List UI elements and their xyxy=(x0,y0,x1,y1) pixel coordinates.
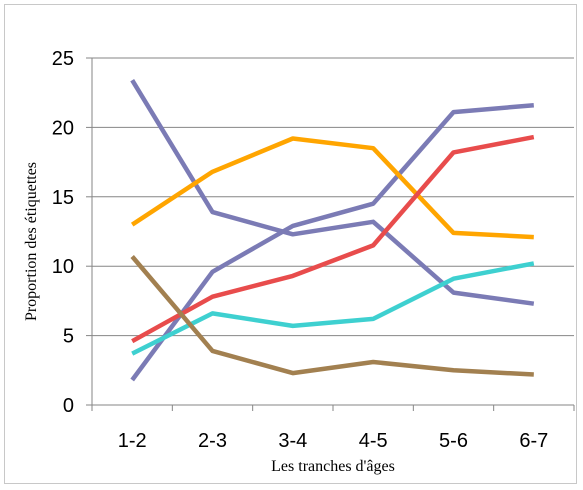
series-line-3 xyxy=(130,136,534,240)
series-line-2 xyxy=(130,102,534,382)
y-tick-label: 5 xyxy=(63,326,74,348)
x-tick-label-3-4: 3-4 xyxy=(278,430,307,452)
series-line-5 xyxy=(131,261,535,356)
x-axis-title: Les tranches d'âges xyxy=(271,458,395,475)
x-tick-label-4-5: 4-5 xyxy=(359,430,388,452)
axes xyxy=(86,57,575,411)
y-axis-title: Proportion des étiquettes xyxy=(23,162,40,321)
series-line-1 xyxy=(130,79,535,306)
tick-labels: 0 5 10 15 20 25 1-2 2-3 3-4 4-5 5-6 6-7 xyxy=(52,48,549,452)
line-chart: 0 5 10 15 20 25 1-2 2-3 3-4 4-5 5-6 6-7 Les tranche… xyxy=(23,48,575,475)
x-tick-label-5-6: 5-6 xyxy=(439,430,468,452)
y-tick-label: 10 xyxy=(52,256,74,278)
chart-frame: 0 5 10 15 20 25 1-2 2-3 3-4 4-5 5-6 6-7 Les tranche… xyxy=(4,4,577,484)
y-tick-label: 15 xyxy=(52,187,74,209)
y-tick-label: 0 xyxy=(63,395,74,417)
x-tick-label-1-2: 1-2 xyxy=(118,430,147,452)
series-line-4 xyxy=(131,134,535,344)
y-tick-label: 25 xyxy=(52,48,74,70)
series-line-6 xyxy=(130,255,534,377)
y-tick-label: 20 xyxy=(52,117,74,139)
x-tick-label-2-3: 2-3 xyxy=(198,430,227,452)
series-lines xyxy=(130,79,535,382)
x-tick-label-6-7: 6-7 xyxy=(519,430,548,452)
